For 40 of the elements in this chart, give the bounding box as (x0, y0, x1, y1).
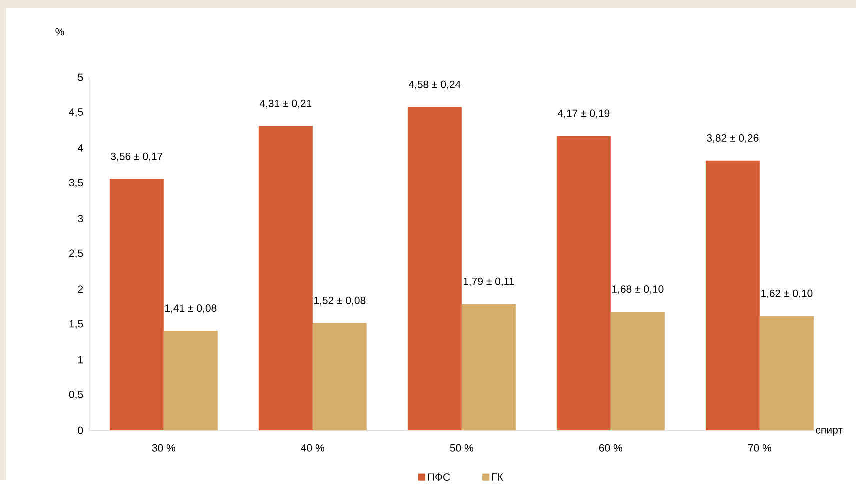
bar (610, 312, 665, 430)
y-tick-label: 1,5 (70, 320, 84, 329)
x-tick-label: 30 % (152, 444, 176, 452)
y-tick-label: 5 (78, 74, 84, 82)
data-label: 1,41 ± 0,08 (165, 304, 217, 314)
data-label: 1,62 ± 0,10 (761, 290, 813, 298)
x-tick-label: 70 % (748, 444, 772, 452)
data-label: 1,68 ± 0,10 (612, 285, 664, 294)
data-label: 1,79 ± 0,11 (464, 278, 514, 286)
y-tick-label: 1 (78, 356, 84, 364)
bar (706, 160, 760, 430)
data-label: 3,56 ± 0,17 (111, 152, 163, 162)
y-tick-label: 3,5 (69, 178, 84, 188)
bar (258, 126, 313, 430)
y-tick-label: 0,5 (69, 390, 84, 400)
data-label: 4,58 ± 0,24 (408, 80, 461, 90)
x-tick-label: 50 % (450, 444, 474, 452)
bar (408, 106, 462, 430)
data-label: 4,17 ± 0,19 (558, 110, 610, 118)
x-tick-label: 40 % (301, 444, 324, 452)
bar (462, 304, 516, 430)
data-label: 3,82 ± 0,26 (707, 134, 759, 143)
data-label: 1,52 ± 0,08 (314, 296, 366, 306)
bar (110, 179, 164, 430)
x-tick-label: 60 % (599, 444, 622, 452)
bar (164, 330, 218, 430)
y-tick-label: 4 (78, 144, 84, 152)
bar (556, 136, 611, 430)
y-tick-label: 3 (78, 214, 84, 222)
bar (312, 323, 367, 430)
y-tick-label: 0 (78, 426, 84, 434)
x-axis-title: спирт (816, 428, 843, 436)
bar (760, 316, 814, 430)
legend-label: ГК (492, 473, 504, 481)
y-tick-label: 2,5 (70, 250, 84, 258)
y-tick-label: 4,5 (69, 108, 84, 117)
data-label: 4,31 ± 0,21 (260, 100, 312, 108)
legend-label: ПФС (428, 473, 450, 481)
y-tick-label: 2 (78, 285, 84, 293)
y-axis-title: % (56, 28, 64, 36)
